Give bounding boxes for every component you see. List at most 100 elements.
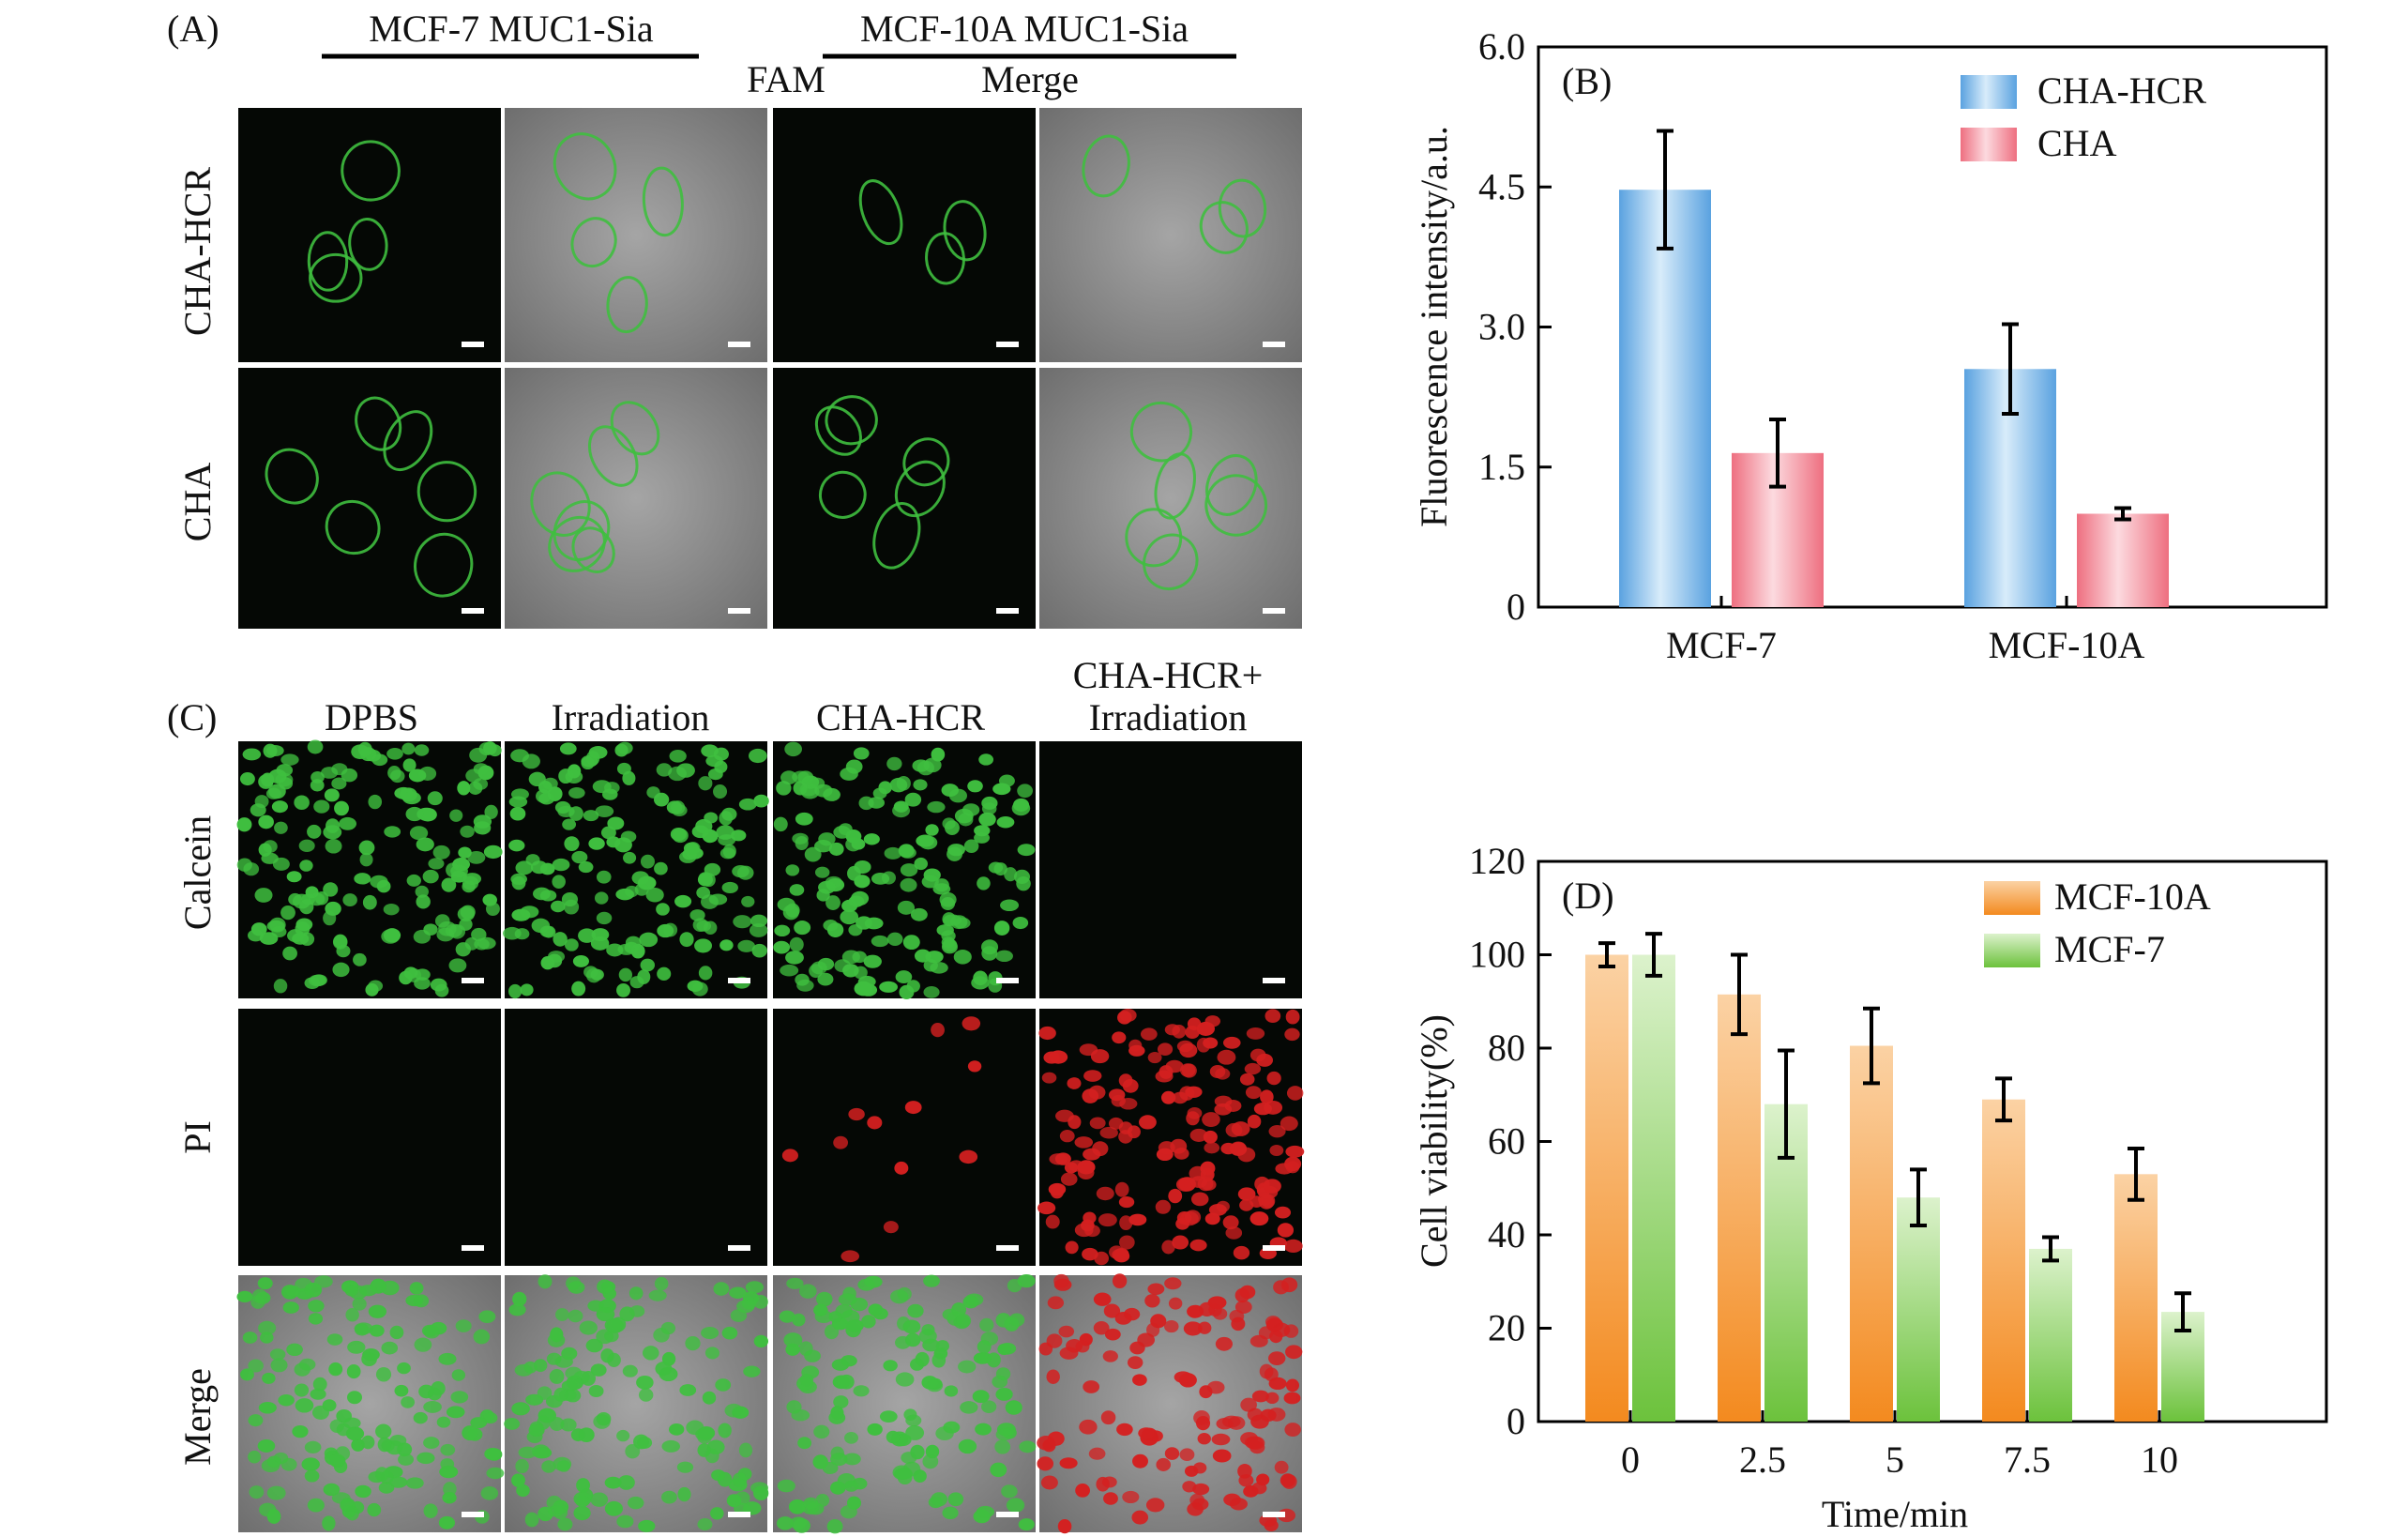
cell-dot xyxy=(480,1486,499,1500)
cell-dot xyxy=(595,805,614,817)
cell-dot xyxy=(616,741,633,754)
cell-dot xyxy=(886,932,903,946)
cell-dot xyxy=(512,1291,527,1307)
cell-dot xyxy=(578,860,594,874)
cell-dot xyxy=(1064,1162,1078,1174)
cell-dot xyxy=(1284,1423,1301,1438)
cell-outline xyxy=(355,396,402,451)
cell-dot xyxy=(1239,1073,1255,1086)
x-tick-label: 7.5 xyxy=(2004,1438,2051,1481)
cell-dot xyxy=(904,1101,922,1115)
cell-dot xyxy=(931,1492,947,1507)
cell-dot xyxy=(830,1481,846,1495)
tile-background xyxy=(505,368,767,629)
cell-dot xyxy=(258,843,272,857)
cell-dot xyxy=(566,1276,582,1290)
cell-dot xyxy=(1083,1148,1101,1161)
cell-dot xyxy=(1132,1453,1148,1469)
cell-dot xyxy=(711,1469,726,1482)
cell-dot xyxy=(401,1396,416,1408)
cell-dot xyxy=(992,783,1011,796)
scale-bar xyxy=(1263,1245,1285,1251)
cell-dot xyxy=(1204,1212,1220,1225)
cell-dot xyxy=(1239,1285,1256,1300)
cell-dot xyxy=(258,1401,277,1414)
cell-dot xyxy=(1048,1182,1067,1196)
cell-dot xyxy=(1222,1215,1239,1230)
cell-dot xyxy=(1147,1283,1165,1295)
cell-dot xyxy=(508,839,525,852)
cell-dot xyxy=(470,1417,488,1429)
x-tick-label: MCF-7 xyxy=(1666,624,1777,666)
cell-dot xyxy=(1259,1514,1278,1528)
cell-dot xyxy=(1174,1148,1189,1160)
group-label-mcf10a: MCF-10A MUC1-Sia xyxy=(860,8,1189,50)
cell-dot xyxy=(616,982,630,997)
cell-outline xyxy=(1125,508,1183,568)
cell-dot xyxy=(1221,1415,1241,1428)
cell-dot xyxy=(948,788,968,803)
cell-outline xyxy=(606,276,648,334)
cell-dot xyxy=(942,817,956,830)
cell-dot xyxy=(797,1437,812,1450)
cell-outline xyxy=(902,437,950,487)
cell-dot xyxy=(585,1338,603,1353)
cell-dot xyxy=(753,1334,769,1348)
cell-dot xyxy=(370,875,388,889)
cell-dot xyxy=(534,1359,548,1373)
cell-dot xyxy=(947,844,965,857)
cell-dot xyxy=(1174,1371,1192,1383)
cell-dot xyxy=(776,781,792,796)
cell-dot xyxy=(854,981,873,997)
cell-dot xyxy=(254,795,269,809)
bar xyxy=(1585,954,1628,1422)
cell-dot xyxy=(661,1439,681,1453)
cell-dot xyxy=(515,1458,529,1474)
cell-dot xyxy=(1213,1307,1228,1320)
cell-dot xyxy=(1057,1519,1072,1534)
cell-dot xyxy=(704,812,719,824)
tile-background xyxy=(773,368,1036,629)
cell-dot xyxy=(1168,1188,1183,1204)
cell-dot xyxy=(596,870,612,884)
cell-dot xyxy=(853,747,870,760)
bars-b xyxy=(1619,129,2169,608)
micrograph-tile xyxy=(238,108,501,362)
cell-dot xyxy=(910,1444,925,1460)
cell-dot xyxy=(848,1107,865,1121)
cell-dot xyxy=(1046,1333,1063,1348)
cell-dot xyxy=(749,923,768,937)
scale-bar xyxy=(996,1245,1019,1251)
cell-dot xyxy=(1285,1145,1305,1158)
cell-dot xyxy=(553,932,568,947)
cell-dot xyxy=(538,1408,556,1423)
cell-outline xyxy=(925,232,965,285)
cell-dot xyxy=(401,742,416,755)
scale-bar xyxy=(1263,978,1285,983)
cell-dot xyxy=(1234,1300,1252,1314)
cell-dot xyxy=(375,1423,392,1439)
cell-dot xyxy=(418,1384,434,1399)
cell-dot xyxy=(423,1325,440,1339)
cell-dot xyxy=(618,967,633,982)
cell-dot xyxy=(304,1469,320,1483)
cell-dot xyxy=(1258,1195,1275,1210)
scale-bar xyxy=(462,342,484,347)
cell-dot xyxy=(676,763,695,778)
cell-dot xyxy=(414,1337,432,1352)
cell-dot xyxy=(323,1483,341,1497)
legend-b: CHA-HCR CHA xyxy=(1961,69,2206,164)
cell-dot xyxy=(1256,1473,1270,1486)
legend-swatch-cha-hcr xyxy=(1961,75,2017,109)
cell-dot xyxy=(1183,1321,1203,1336)
cell-dot xyxy=(1214,1103,1233,1116)
cell-dot xyxy=(368,980,384,992)
cell-dot xyxy=(713,747,729,761)
cell-dot xyxy=(536,789,552,803)
cell-outline xyxy=(587,425,639,487)
cell-dot xyxy=(361,1435,375,1450)
cell-dot xyxy=(1268,1124,1286,1138)
cell-dot xyxy=(564,938,579,951)
cell-dot xyxy=(1253,1102,1272,1116)
